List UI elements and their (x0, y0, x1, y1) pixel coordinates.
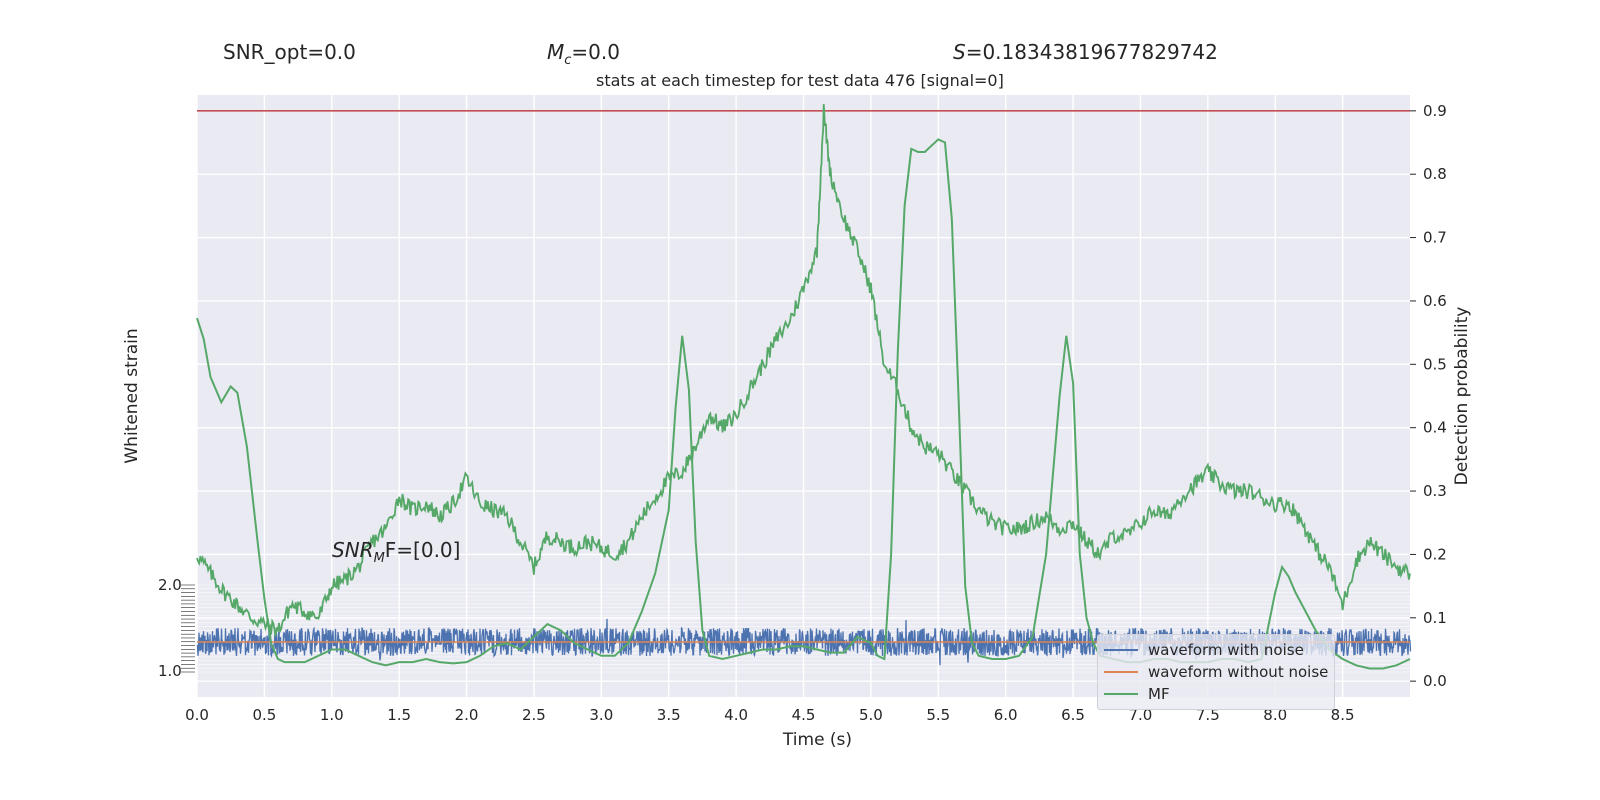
strain-tick-label-bottom: 1.0 (158, 662, 182, 680)
legend-swatch-noise (1104, 649, 1138, 651)
x-tick-label: 6.0 (994, 706, 1018, 724)
snr-mf-prefix: SNR (332, 538, 374, 562)
legend-item-mf: MF (1104, 683, 1328, 705)
x-tick-label: 5.5 (926, 706, 950, 724)
y-right-tick-label: 0.4 (1423, 419, 1447, 437)
y-right-tick-label: 0.3 (1423, 482, 1447, 500)
legend-label-clean: waveform without noise (1148, 663, 1329, 681)
x-tick-label: 5.0 (859, 706, 883, 724)
x-tick-label: 4.0 (724, 706, 748, 724)
y-right-tick-label: 0.2 (1423, 545, 1447, 563)
x-tick-label: 3.5 (657, 706, 681, 724)
y-right-tick-label: 0.9 (1423, 102, 1447, 120)
x-tick-label: 0.5 (252, 706, 276, 724)
chirp-mass-label: Mc=0.0 (547, 40, 620, 68)
legend-swatch-mf (1104, 693, 1138, 695)
chirp-mass-value: =0.0 (571, 40, 620, 64)
x-tick-label: 7.5 (1196, 706, 1220, 724)
y-right-tick-label: 0.1 (1423, 609, 1447, 627)
legend: waveform with noise waveform without noi… (1097, 634, 1336, 710)
x-tick-label: 3.0 (589, 706, 613, 724)
snr-mf-annotation: SNRMF=[0.0] (332, 538, 460, 566)
legend-swatch-clean (1104, 671, 1138, 673)
y-right-tick-label: 0.0 (1423, 672, 1447, 690)
legend-item-clean: waveform without noise (1104, 661, 1328, 683)
chart-title: stats at each timestep for test data 476… (596, 71, 1004, 90)
snr-mf-sub: M (373, 551, 385, 566)
chirp-mass-subscript: c (564, 53, 572, 68)
y-right-tick-label: 0.7 (1423, 229, 1447, 247)
x-tick-label: 1.0 (320, 706, 344, 724)
strain-tick-label-top: 2.0 (158, 576, 182, 594)
y-right-tick-label: 0.6 (1423, 292, 1447, 310)
x-tick-label: 2.5 (522, 706, 546, 724)
x-tick-label: 8.5 (1331, 706, 1355, 724)
score-value: =0.18343819677829742 (965, 40, 1218, 64)
snr-mf-suffix: F=[0.0] (384, 538, 461, 562)
y-axis-label-left: Whitened strain (122, 328, 142, 463)
y-right-tick-label: 0.5 (1423, 355, 1447, 373)
score-label: S=0.18343819677829742 (953, 40, 1218, 64)
score-symbol: S (953, 40, 966, 64)
legend-label-mf: MF (1148, 685, 1170, 703)
x-axis-label: Time (s) (782, 730, 852, 750)
legend-label-noise: waveform with noise (1148, 641, 1304, 659)
x-tick-label: 8.0 (1263, 706, 1287, 724)
y-right-tick-label: 0.8 (1423, 165, 1447, 183)
x-tick-label: 0.0 (185, 706, 209, 724)
snr-opt-label: SNR_opt=0.0 (223, 40, 356, 64)
x-tick-label: 6.5 (1061, 706, 1085, 724)
series-detection-probability (196, 104, 1411, 637)
x-tick-label: 1.5 (387, 706, 411, 724)
x-tick-label: 7.0 (1129, 706, 1153, 724)
legend-item-noise: waveform with noise (1104, 639, 1328, 661)
y-axis-label-right: Detection probability (1452, 307, 1472, 486)
x-tick-label: 4.5 (792, 706, 816, 724)
chirp-mass-symbol: M (547, 40, 565, 64)
x-tick-label: 2.0 (455, 706, 479, 724)
